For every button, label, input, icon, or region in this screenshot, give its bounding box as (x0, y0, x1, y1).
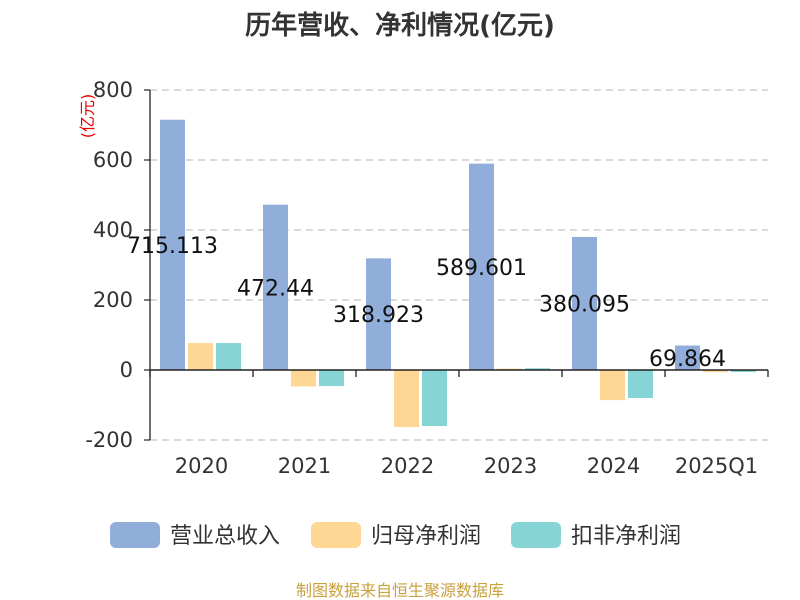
bar-series-1-2024 (600, 370, 625, 401)
y-tick-label: 600 (93, 148, 133, 172)
bar-series-2-2025Q1 (731, 370, 756, 373)
bar-series-2-2021 (319, 370, 344, 387)
y-tick-label: 0 (120, 358, 133, 382)
bar-series-1-2022 (394, 370, 419, 428)
bar-series-0-2022 (366, 258, 391, 370)
legend-label-net-profit: 归母净利润 (371, 524, 481, 549)
y-tick-label: 200 (93, 288, 133, 312)
y-tick-label: -200 (85, 428, 133, 452)
bar-series-2-2022 (422, 370, 447, 426)
x-tick-label-2023: 2023 (484, 454, 537, 478)
legend-label-revenue: 营业总收入 (170, 524, 280, 549)
data-label-2022: 318.923 (333, 303, 424, 328)
bar-series-0-2024 (572, 236, 597, 370)
chart-title: 历年营收、净利情况(亿元) (245, 10, 555, 41)
axes (144, 89, 769, 441)
legend-swatch-net-profit (311, 522, 361, 548)
data-source-note: 制图数据来自恒生聚源数据库 (296, 581, 504, 600)
y-tick-label: 800 (93, 78, 133, 102)
data-label-2023: 589.601 (436, 256, 527, 281)
x-tick-label-2020: 2020 (175, 454, 228, 478)
y-tick-labels: 800 600 400 200 0 -200 (85, 78, 133, 452)
y-tick-label: 400 (93, 218, 133, 242)
bar-series-0-2020 (160, 119, 185, 370)
x-tick-label-2025Q1: 2025Q1 (675, 454, 758, 478)
bar-series-1-2021 (291, 370, 316, 387)
legend-label-deducted-net-profit: 扣非净利润 (571, 524, 681, 549)
bars (160, 119, 756, 428)
bar-series-0-2023 (469, 163, 494, 370)
bar-series-1-2025Q1 (703, 370, 728, 373)
bar-series-2-2023 (525, 368, 550, 370)
y-axis-label: (亿元) (78, 94, 97, 139)
legend-item-net-profit[interactable]: 归母净利润 (311, 522, 481, 549)
x-tick-label-2022: 2022 (381, 454, 434, 478)
bar-series-2-2024 (628, 370, 653, 398)
x-tick-label-2024: 2024 (587, 454, 640, 478)
gridlines (150, 89, 768, 441)
bar-series-1-2020 (188, 343, 213, 370)
legend-swatch-revenue (110, 522, 160, 548)
data-label-2020: 715.113 (127, 234, 218, 259)
x-tick-labels: 2020 2021 2022 2023 2024 2025Q1 (175, 454, 758, 478)
bar-series-0-2021 (263, 204, 288, 370)
legend-item-deducted-net-profit[interactable]: 扣非净利润 (511, 522, 681, 549)
bar-series-0-2025Q1 (675, 345, 700, 370)
data-labels: 715.113 472.44 318.923 589.601 380.095 69.864 (127, 234, 726, 372)
legend-item-revenue[interactable]: 营业总收入 (110, 522, 280, 549)
bar-series-2-2020 (216, 343, 241, 370)
legend: 营业总收入 归母净利润 扣非净利润 (110, 522, 681, 549)
data-label-2021: 472.44 (237, 276, 314, 301)
x-tick-label-2021: 2021 (278, 454, 331, 478)
data-label-2024: 380.095 (539, 292, 630, 317)
legend-swatch-deducted-net-profit (511, 522, 561, 548)
data-label-2025Q1: 69.864 (649, 347, 726, 372)
